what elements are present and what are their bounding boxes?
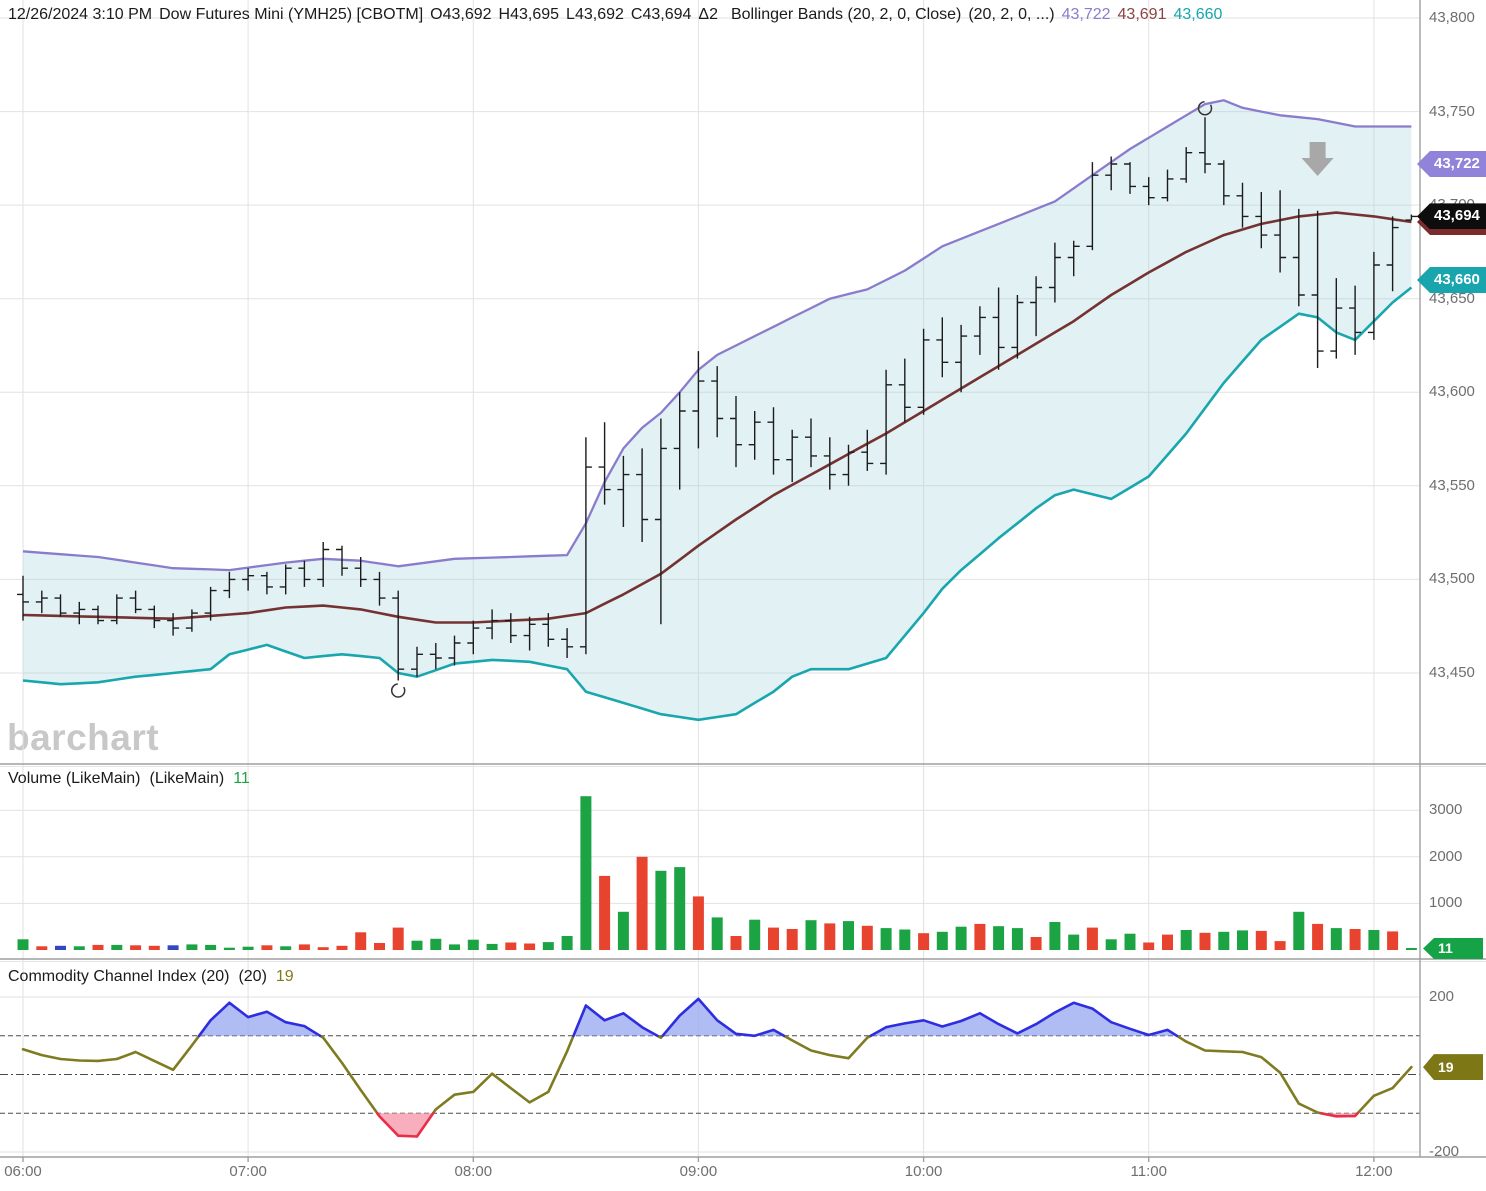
header-boll-upper-value: 43,722 xyxy=(1061,6,1111,23)
badge-cci: 19 xyxy=(1423,1054,1483,1081)
price-axis-label: 43,500 xyxy=(1429,570,1475,588)
bollinger-upper-line xyxy=(22,99,1412,572)
volume-current-value: 11 xyxy=(233,770,250,787)
header-close: C43,694 xyxy=(630,6,692,23)
price-axis-label: 43,750 xyxy=(1429,102,1475,120)
cci-oversold-fill xyxy=(377,1113,1358,1137)
down-arrow-icon xyxy=(1301,142,1334,176)
header-instrument[interactable]: Dow Futures Mini (YMH25) [CBOTM] xyxy=(159,6,424,23)
header-high: H43,695 xyxy=(498,6,560,23)
badge-last-price: 43,694 xyxy=(1417,203,1486,230)
header-study-label[interactable]: Bollinger Bands (20, 2, 0, Close) xyxy=(730,6,962,23)
cci-line-overbought xyxy=(197,997,1179,1038)
cci-panel-title: Commodity Channel Index (20) (20) 19 xyxy=(8,968,303,986)
bollinger-lower-line xyxy=(22,286,1413,722)
volume-axis-label: 1000 xyxy=(1429,894,1463,912)
time-axis-label: 08:00 xyxy=(454,1163,493,1180)
price-axis-label: 43,550 xyxy=(1429,476,1475,494)
cci-axis-label: 200 xyxy=(1429,988,1455,1005)
time-axis-label: 12:00 xyxy=(1355,1163,1393,1180)
time-axis-label: 09:00 xyxy=(679,1163,718,1180)
header-boll-lower-value: 43,660 xyxy=(1173,6,1223,23)
cci-title-label[interactable]: Commodity Channel Index (20) xyxy=(8,968,230,985)
time-axis-label: 07:00 xyxy=(229,1163,267,1180)
header-boll-middle-value: 43,691 xyxy=(1117,6,1167,23)
price-axis-label: 43,600 xyxy=(1429,383,1475,401)
time-axis-label: 06:00 xyxy=(4,1163,42,1180)
header-datetime: 12/26/2024 3:10 PM xyxy=(8,6,153,23)
price-bars xyxy=(17,117,1418,681)
volume-bars xyxy=(17,796,1417,950)
time-axis-label: 11:00 xyxy=(1130,1163,1167,1180)
chart-header: 12/26/2024 3:10 PM Dow Futures Mini (YMH… xyxy=(8,6,1229,24)
barchart-logo: barchart xyxy=(7,717,160,758)
swing-low-circle xyxy=(390,683,406,698)
header-low: L43,692 xyxy=(566,6,624,23)
price-axis-label: 43,800 xyxy=(1429,9,1475,26)
cci-axis-label: -200 xyxy=(1429,1143,1460,1160)
badge-volume: 11 xyxy=(1423,938,1483,959)
header-study2-label[interactable]: (20, 2, 0, ...) xyxy=(968,6,1055,23)
badge-boll-upper: 43,722 xyxy=(1417,150,1486,177)
swing-high-circle xyxy=(1197,100,1213,116)
price-axis-label: 43,650 xyxy=(1429,289,1475,307)
header-open: O43,692 xyxy=(430,6,492,23)
cci-line-oversold xyxy=(376,1112,1359,1138)
cci-overbought-fill xyxy=(199,998,1177,1036)
cci-current-value: 19 xyxy=(275,968,294,985)
volume-panel-title: Volume (LikeMain) (LikeMain) 11 xyxy=(8,770,259,788)
bollinger-middle-line xyxy=(22,211,1412,624)
price-axis-label: 43,450 xyxy=(1429,663,1475,681)
volume-axis-label: 3000 xyxy=(1429,801,1463,819)
volume-title-label[interactable]: Volume (LikeMain) xyxy=(8,770,141,787)
volume-axis-label: 2000 xyxy=(1429,847,1463,865)
cci-title2-label[interactable]: (20) xyxy=(238,968,267,985)
cci-line xyxy=(21,1034,1413,1115)
volume-title2-label[interactable]: (LikeMain) xyxy=(149,770,225,787)
badge-boll-lower: 43,660 xyxy=(1417,266,1486,293)
header-change: Δ2 xyxy=(698,6,718,23)
time-axis-label: 10:00 xyxy=(904,1163,943,1180)
